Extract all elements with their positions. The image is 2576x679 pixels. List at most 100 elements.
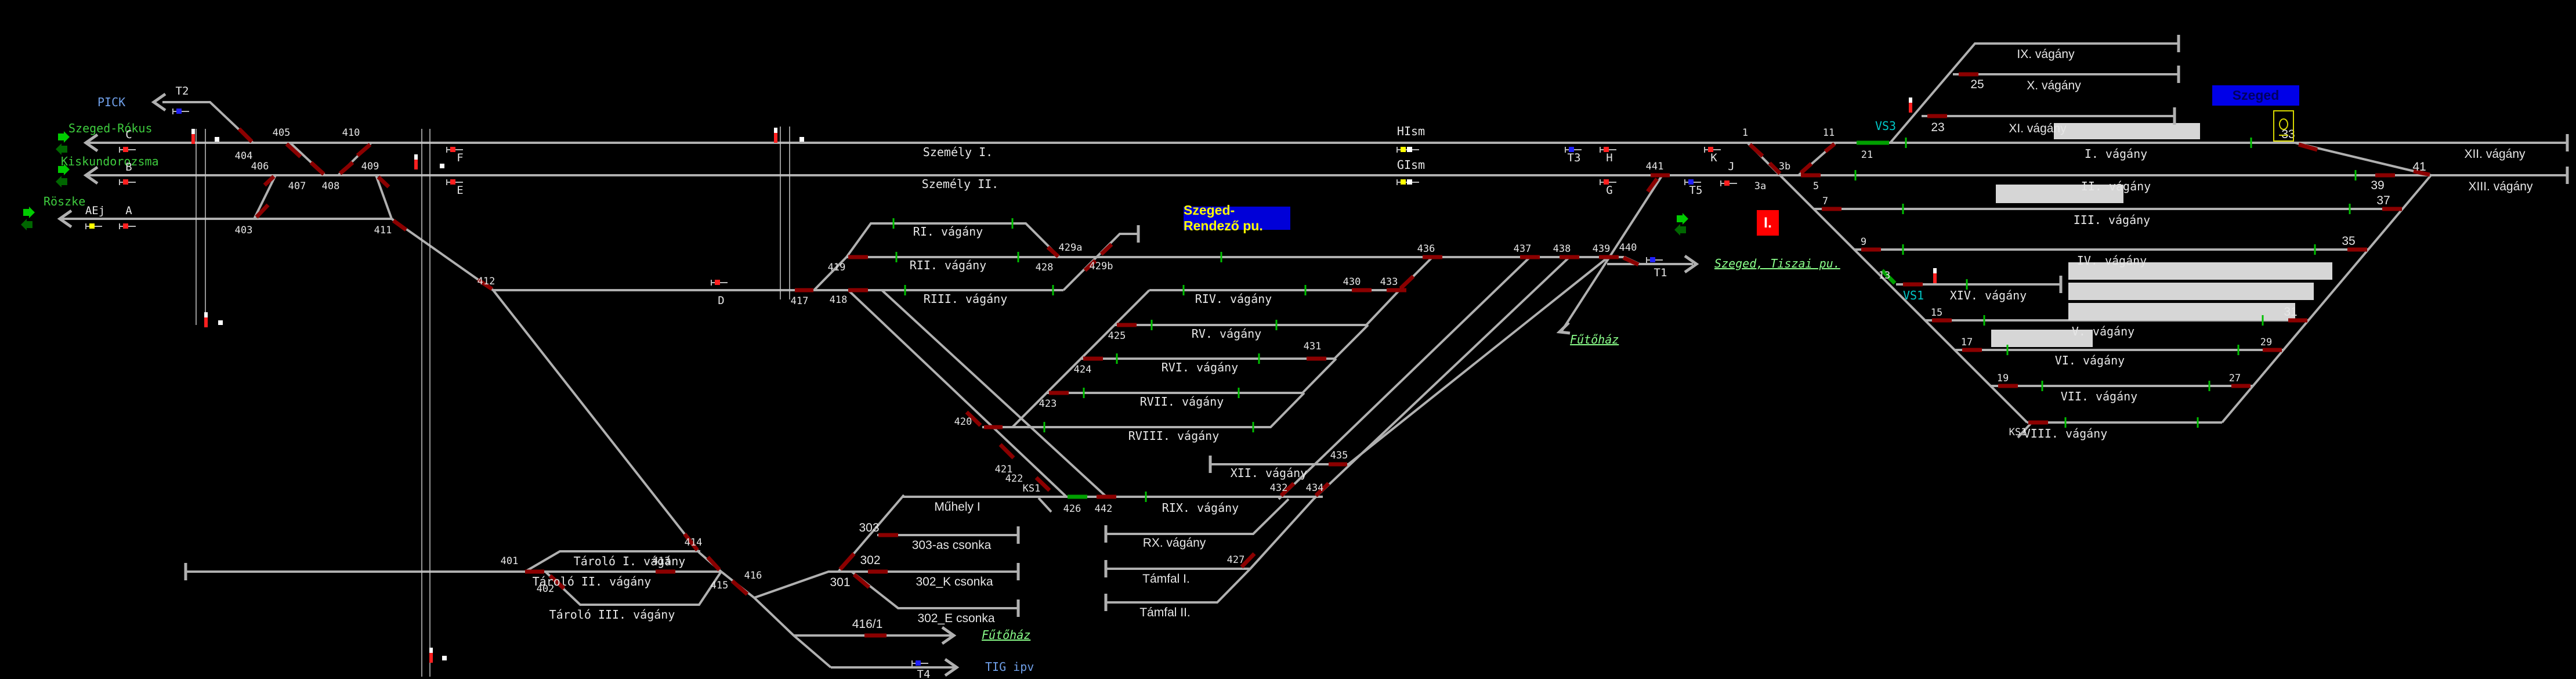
crossing-signal-1a[interactable]: [191, 129, 195, 144]
switch-414[interactable]: 414: [685, 537, 703, 548]
switch-435[interactable]: 435: [1330, 450, 1348, 461]
signal-t4-label[interactable]: T4: [917, 668, 931, 679]
signal-e-label[interactable]: E: [457, 184, 463, 197]
switch-406[interactable]: 406: [251, 161, 269, 172]
signal-gism[interactable]: [1401, 179, 1406, 185]
switch-19[interactable]: 19: [1997, 373, 2009, 384]
switch-3a[interactable]: 3a: [1754, 180, 1766, 192]
switch-430[interactable]: 430: [1343, 276, 1361, 288]
signal-aej-label[interactable]: AEj: [85, 204, 105, 217]
crossing-signal-2b[interactable]: [429, 648, 433, 663]
switch-29[interactable]: 29: [2260, 337, 2272, 348]
signal-ks1-viii-label[interactable]: KS1: [2009, 427, 2027, 438]
switch-441[interactable]: 441: [1646, 161, 1664, 172]
switch-442[interactable]: 442: [1095, 503, 1113, 515]
switch-17[interactable]: 17: [1961, 337, 1973, 348]
switch-417[interactable]: 417: [791, 295, 809, 307]
switch-436[interactable]: 436: [1417, 243, 1435, 255]
switch-404[interactable]: 404: [235, 150, 253, 162]
signal-t3[interactable]: [1569, 147, 1574, 152]
signal-hism[interactable]: [1407, 147, 1412, 152]
signal-t2-label[interactable]: T2: [176, 85, 189, 97]
signal-hism[interactable]: [1401, 147, 1406, 152]
dir-arrow-rokus-in[interactable]: [56, 143, 67, 155]
signal-ks1-rix-label[interactable]: KS1: [1023, 483, 1041, 494]
switch-424[interactable]: 424: [1074, 364, 1092, 375]
switch-31[interactable]: 31: [2284, 305, 2297, 319]
station-board-szeged-rendezo[interactable]: Szeged-Rendező pu.: [1184, 203, 1290, 233]
switch-37[interactable]: 37: [2376, 194, 2390, 207]
switch-23[interactable]: 23: [1931, 121, 1944, 134]
signal-k[interactable]: [1708, 147, 1713, 152]
signal-j-label[interactable]: J: [1728, 160, 1734, 173]
switch-1[interactable]: 1: [1742, 127, 1748, 139]
switch-429b[interactable]: 429b: [1090, 261, 1113, 272]
signal-t1[interactable]: [1650, 257, 1655, 262]
signal-b[interactable]: [123, 179, 128, 185]
signal-vs1-label[interactable]: VS1: [1903, 288, 1924, 302]
signal-t3-label[interactable]: T3: [1568, 151, 1581, 164]
signal-f[interactable]: [450, 147, 455, 152]
signal-a[interactable]: [123, 223, 128, 229]
switch-5[interactable]: 5: [1813, 180, 1819, 192]
dir-arrow-roszke-in[interactable]: [21, 219, 32, 230]
dir-arrow-roszke-out[interactable]: [23, 207, 35, 218]
signal-gism[interactable]: [1407, 179, 1412, 185]
switch-35[interactable]: 35: [2342, 234, 2355, 248]
dir-arrow-tiszai-out[interactable]: [1677, 213, 1688, 225]
dir-arrow-tiszai-in[interactable]: [1674, 224, 1686, 236]
crossing-signal-2a[interactable]: [414, 154, 418, 169]
signal-b-label[interactable]: B: [125, 161, 132, 174]
signal-t5-label[interactable]: T5: [1689, 184, 1703, 197]
station-board-szeged[interactable]: Szeged: [2212, 85, 2299, 106]
switch-401[interactable]: 401: [501, 555, 519, 567]
switch-433[interactable]: 433: [1380, 276, 1398, 288]
switch-403[interactable]: 403: [235, 225, 253, 236]
signal-d-label[interactable]: D: [718, 294, 724, 307]
switch-405[interactable]: 405: [273, 127, 291, 139]
switch-428[interactable]: 428: [1036, 262, 1054, 273]
aux-indicator-icon[interactable]: [2273, 110, 2294, 142]
switch-440[interactable]: 440: [1619, 242, 1637, 254]
signal-vs3-mast[interactable]: [1909, 97, 1912, 113]
signal-c-label[interactable]: C: [125, 128, 132, 141]
crossing-signal-3a[interactable]: [774, 128, 777, 143]
signal-g-label[interactable]: G: [1606, 184, 1612, 197]
signal-vs1-mast[interactable]: [1933, 268, 1937, 283]
signal-c[interactable]: [123, 147, 128, 152]
switch-301[interactable]: 301: [830, 576, 850, 589]
switch-11[interactable]: 11: [1823, 127, 1835, 139]
signal-d[interactable]: [715, 280, 720, 285]
signal-a-label[interactable]: A: [125, 204, 132, 217]
switch-420[interactable]: 420: [954, 416, 972, 428]
switch-411[interactable]: 411: [374, 225, 392, 236]
switch-416[interactable]: 416: [744, 570, 762, 582]
signal-vs3-label[interactable]: VS3: [1875, 119, 1896, 133]
switch-416-1[interactable]: 416/1: [852, 617, 883, 631]
switch-413[interactable]: 413: [653, 555, 671, 567]
dir-arrow-kisk-out[interactable]: [58, 164, 70, 175]
switch-27[interactable]: 27: [2229, 373, 2241, 384]
switch-33[interactable]: 33: [2281, 128, 2295, 141]
switch-422[interactable]: 422: [1005, 473, 1023, 485]
switch-423[interactable]: 423: [1039, 398, 1057, 410]
switch-3b[interactable]: 3b: [1779, 161, 1790, 172]
switch-434[interactable]: 434: [1306, 482, 1324, 494]
switch-429a[interactable]: 429a: [1059, 242, 1083, 254]
signal-h[interactable]: [1604, 147, 1609, 152]
switch-418[interactable]: 418: [830, 294, 848, 306]
switch-9[interactable]: 9: [1861, 236, 1866, 248]
switch-39[interactable]: 39: [2371, 179, 2384, 192]
switch-408[interactable]: 408: [322, 180, 340, 192]
switch-415[interactable]: 415: [711, 580, 729, 591]
switch-427[interactable]: 427: [1227, 554, 1245, 566]
switch-21[interactable]: 21: [1861, 149, 1873, 161]
switch-431[interactable]: 431: [1304, 341, 1322, 352]
crossing-signal-1b[interactable]: [204, 312, 208, 327]
signal-aej[interactable]: [89, 223, 95, 229]
switch-426[interactable]: 426: [1063, 503, 1081, 515]
signal-t2[interactable]: [176, 109, 182, 114]
signal-t4[interactable]: [916, 660, 921, 666]
switch-7[interactable]: 7: [1822, 196, 1828, 207]
signal-k-label[interactable]: K: [1710, 151, 1717, 164]
